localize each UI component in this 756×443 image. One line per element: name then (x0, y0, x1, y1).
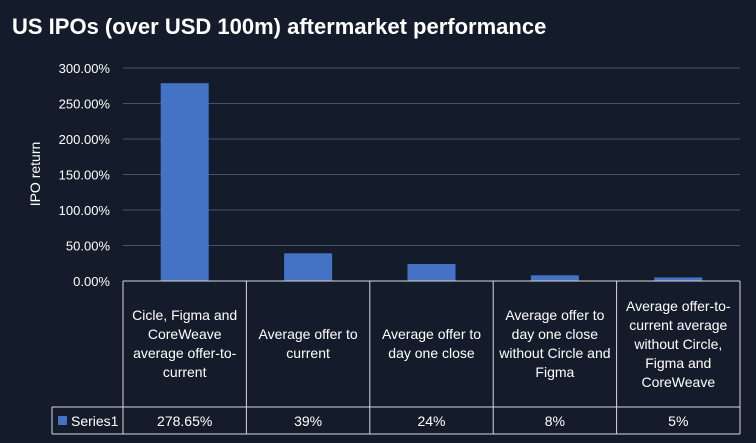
y-tick-label: 200.00% (59, 132, 111, 147)
y-axis-label: IPO return (27, 142, 43, 207)
data-value-label: 39% (294, 412, 323, 429)
data-value-label: 5% (668, 412, 689, 429)
bar (284, 253, 333, 281)
y-tick-label: 150.00% (59, 168, 111, 183)
legend-entry: Series1 (58, 407, 118, 434)
y-tick-label: 250.00% (59, 97, 111, 112)
category-label: Cicle, Figma and CoreWeave average offer… (132, 307, 238, 380)
y-tick-label: 0.00% (73, 274, 110, 289)
data-value-label: 278.65% (157, 412, 213, 429)
y-tick-label: 50.00% (66, 239, 111, 254)
bar (530, 275, 579, 281)
bar (160, 83, 209, 281)
y-tick-label: 100.00% (59, 203, 111, 218)
bar (654, 277, 703, 281)
y-tick-label: 300.00% (59, 61, 111, 76)
category-label: Average offer to current (258, 326, 358, 361)
bar (407, 263, 456, 281)
data-value-label: 8% (544, 412, 565, 429)
legend-label: Series1 (71, 412, 119, 429)
data-value-label: 24% (417, 412, 446, 429)
category-label: Average offer-to-current average without… (626, 297, 731, 390)
chart-title: US IPOs (over USD 100m) aftermarket perf… (12, 14, 547, 39)
category-label: Average offer to day one close without C… (499, 307, 611, 380)
category-label: Average offer to day one close (381, 326, 482, 361)
legend-swatch (58, 416, 67, 425)
